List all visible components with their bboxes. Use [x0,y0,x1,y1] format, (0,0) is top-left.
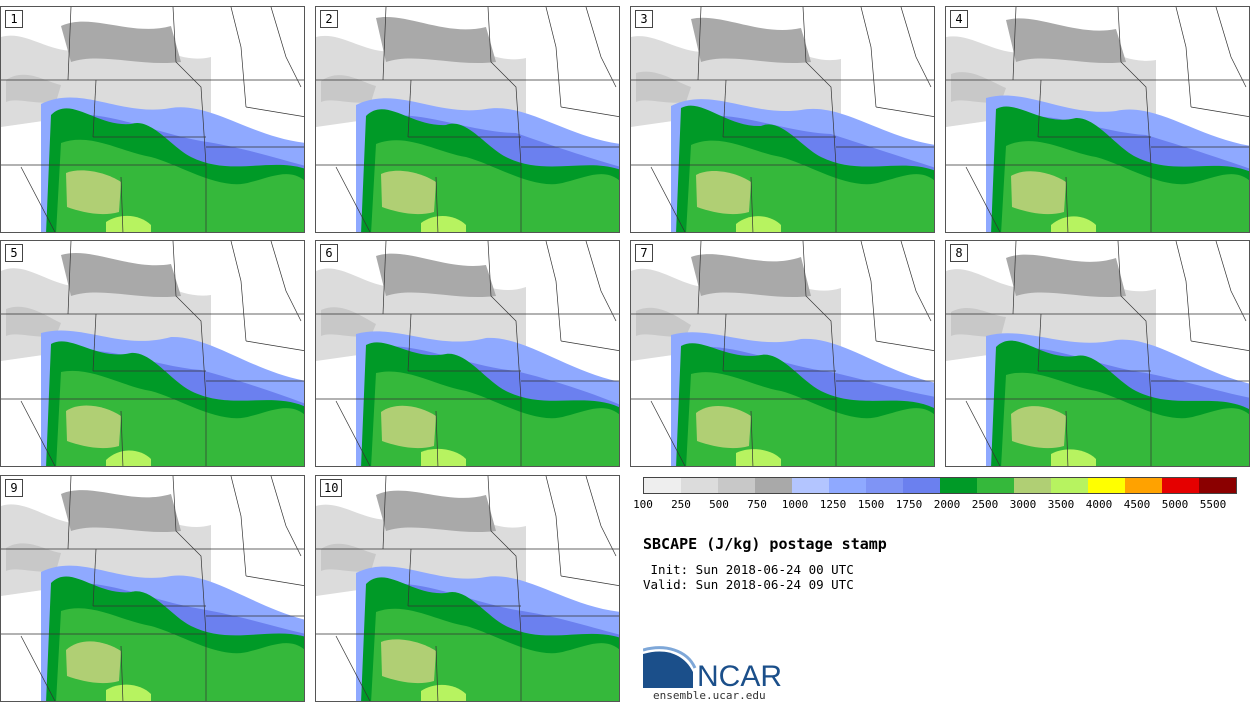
ncar-swoosh-icon [642,646,697,688]
panel-number-label: 1 [5,10,23,28]
map-panel: 7 [630,240,935,467]
colorbar-swatch [977,478,1014,493]
panel-number-label: 6 [320,244,338,262]
colorbar-tick: 250 [671,498,691,511]
colorbar-swatch [866,478,903,493]
cape-map [631,241,934,466]
colorbar-tick: 1500 [857,498,885,511]
cape-map [1,476,304,701]
colorbar-swatch [1125,478,1162,493]
map-panel: 4 [945,6,1250,233]
panel-number-label: 2 [320,10,338,28]
colorbar-tick: 5500 [1199,498,1227,511]
panel-number-label: 4 [950,10,968,28]
colorbar-swatch [1162,478,1199,493]
colorbar-swatch [940,478,977,493]
colorbar-swatch [718,478,755,493]
cape-colorbar [643,477,1237,494]
cape-map [1,7,304,232]
map-panel: 10 [315,475,620,702]
colorbar-swatch [1051,478,1088,493]
cape-map [316,7,619,232]
colorbar-swatch [755,478,792,493]
map-panel: 5 [0,240,305,467]
panel-number-label: 10 [320,479,343,497]
colorbar-swatch [644,478,681,493]
colorbar-tick: 5000 [1161,498,1189,511]
colorbar-tick: 750 [747,498,767,511]
colorbar-tick: 1750 [895,498,923,511]
map-panel: 9 [0,475,305,702]
colorbar-tick: 100 [633,498,653,511]
colorbar-swatch [903,478,940,493]
colorbar-tick-labels: 100 250 500 750 1000 1250 1500 1750 2000 2500 3000… [633,498,1260,512]
colorbar-tick: 2000 [933,498,961,511]
cape-map [1,241,304,466]
panel-number-label: 5 [5,244,23,262]
panel-number-label: 7 [635,244,653,262]
colorbar-tick: 3000 [1009,498,1037,511]
panel-number-label: 3 [635,10,653,28]
map-panel: 2 [315,6,620,233]
valid-time: Valid: Sun 2018-06-24 09 UTC [643,577,854,592]
colorbar-tick: 1000 [781,498,809,511]
map-panel: 3 [630,6,935,233]
cape-map [316,241,619,466]
map-panel: 1 [0,6,305,233]
colorbar-tick: 2500 [971,498,999,511]
ncar-wordmark: NCAR [697,660,782,690]
panel-number-label: 9 [5,479,23,497]
init-time: Init: Sun 2018-06-24 00 UTC [643,562,854,577]
colorbar-tick: 4500 [1123,498,1151,511]
cape-map [631,7,934,232]
site-url[interactable]: ensemble.ucar.edu [653,689,766,702]
ncar-logo: NCAR [642,646,803,693]
panel-number-label: 8 [950,244,968,262]
colorbar-swatch [681,478,718,493]
colorbar-tick: 1250 [819,498,847,511]
colorbar-swatch [829,478,866,493]
colorbar-tick: 500 [709,498,729,511]
cape-map [946,241,1249,466]
colorbar-swatch [1199,478,1236,493]
chart-title: SBCAPE (J/kg) postage stamp [643,535,887,553]
colorbar-swatch [792,478,829,493]
map-panel: 6 [315,240,620,467]
map-panel: 8 [945,240,1250,467]
colorbar-swatch [1014,478,1051,493]
colorbar-tick: 3500 [1047,498,1075,511]
cape-map [316,476,619,701]
colorbar-swatch [1088,478,1125,493]
cape-map [946,7,1249,232]
colorbar-tick: 4000 [1085,498,1113,511]
